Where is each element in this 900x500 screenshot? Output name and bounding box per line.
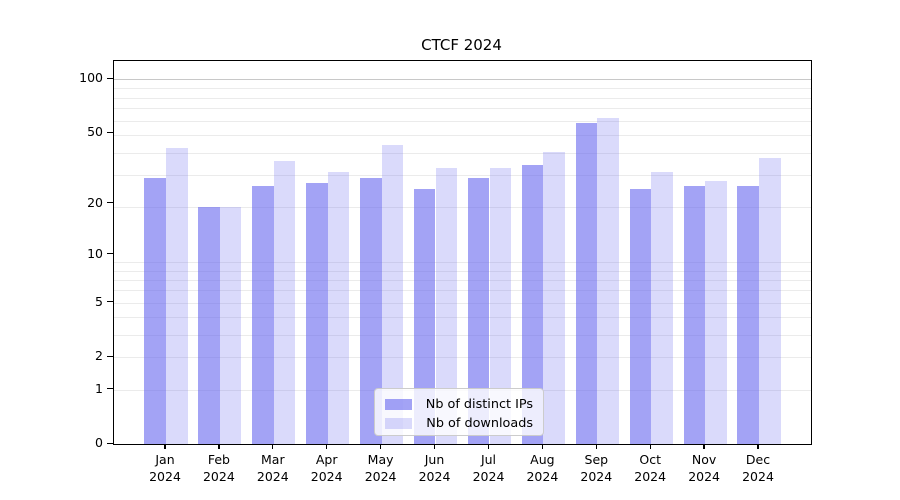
- gridline-major: [114, 79, 811, 81]
- legend-label-distinct-ips: Nb of distinct IPs: [425, 396, 533, 412]
- y-tick-mark: [107, 201, 113, 204]
- legend-label-downloads: Nb of downloads: [426, 415, 533, 431]
- y-tick-mark: [107, 300, 113, 303]
- x-tick-mark: [379, 444, 382, 450]
- bar-downloads-jan: [166, 148, 188, 444]
- plot-area: Nb of distinct IPs Nb of downloads: [113, 60, 812, 445]
- y-tick-mark: [107, 387, 113, 390]
- y-tick-label: 10: [87, 245, 103, 261]
- bar-distinct-ips-mar: [252, 186, 274, 444]
- bar-downloads-apr: [327, 172, 350, 444]
- x-tick-label-may: May 2024: [364, 452, 397, 485]
- x-tick-label-mar: Mar 2024: [256, 452, 289, 485]
- bar-distinct-ips-may: [360, 177, 382, 444]
- bar-distinct-ips-sep: [575, 122, 598, 444]
- bar-downloads-jul: [489, 167, 512, 444]
- x-tick-mark: [487, 444, 490, 450]
- gridline-minor: [114, 357, 811, 359]
- gridline-minor: [114, 108, 811, 110]
- bar-distinct-ips-oct: [629, 189, 652, 444]
- y-tick-label: 2: [95, 348, 103, 364]
- x-tick-label-jul: Jul 2024: [472, 452, 505, 485]
- legend-row-distinct-ips: Nb of distinct IPs: [385, 396, 533, 413]
- x-tick-mark: [541, 444, 544, 450]
- x-tick-label-dec: Dec 2024: [742, 452, 774, 485]
- gridline-minor: [114, 175, 811, 177]
- bar-downloads-mar: [273, 160, 296, 444]
- bar-distinct-ips-feb: [198, 207, 220, 444]
- gridline-minor: [114, 279, 811, 281]
- gridline-minor: [114, 88, 811, 90]
- gridline-minor: [114, 120, 811, 122]
- gridline-minor: [114, 207, 811, 209]
- y-tick-mark: [107, 131, 113, 133]
- gridline-minor: [114, 134, 811, 136]
- x-tick-label-sep: Sep 2024: [580, 452, 613, 485]
- y-tick-label: 20: [87, 194, 103, 210]
- bar-downloads-dec: [759, 158, 781, 444]
- x-tick-label-aug: Aug 2024: [526, 452, 559, 485]
- legend: Nb of distinct IPs Nb of downloads: [374, 388, 544, 436]
- x-tick-mark: [703, 444, 705, 450]
- x-tick-mark: [164, 444, 166, 450]
- gridline-minor: [114, 262, 811, 264]
- x-tick-mark: [433, 444, 436, 450]
- x-tick-mark: [757, 444, 759, 450]
- x-tick-label-oct: Oct 2024: [634, 452, 667, 485]
- gridline-minor: [114, 302, 811, 304]
- x-tick-mark: [218, 444, 220, 450]
- bar-distinct-ips-jul: [467, 177, 490, 444]
- gridline-minor: [114, 97, 811, 99]
- bar-downloads-aug: [543, 152, 565, 444]
- y-tick-label: 50: [87, 124, 103, 140]
- x-tick-mark: [595, 444, 597, 450]
- gridline-minor: [114, 290, 811, 292]
- gridline-minor: [114, 334, 811, 336]
- gridline-minor: [114, 152, 811, 154]
- bar-downloads-nov: [705, 180, 727, 444]
- y-tick-mark: [107, 442, 113, 444]
- x-tick-mark: [272, 444, 274, 450]
- bar-downloads-sep: [597, 117, 619, 444]
- y-tick-mark: [107, 253, 113, 255]
- gridline-minor: [114, 270, 811, 272]
- bar-distinct-ips-apr: [306, 183, 328, 444]
- bar-distinct-ips-jan: [144, 177, 166, 444]
- y-tick-mark: [107, 77, 113, 79]
- x-tick-label-feb: Feb 2024: [202, 452, 235, 485]
- legend-swatch-downloads: [385, 418, 412, 429]
- x-tick-label-apr: Apr 2024: [310, 452, 343, 485]
- bar-downloads-oct: [651, 172, 673, 444]
- x-tick-mark: [649, 444, 651, 450]
- x-tick-mark: [326, 444, 328, 450]
- x-tick-label-nov: Nov 2024: [688, 452, 720, 485]
- gridline-minor: [114, 317, 811, 318]
- bar-downloads-may: [381, 144, 404, 444]
- y-tick-label: 5: [95, 293, 103, 309]
- x-tick-label-jan: Jan 2024: [149, 452, 181, 485]
- y-tick-mark: [107, 355, 113, 358]
- bar-downloads-jun: [435, 167, 458, 444]
- bar-distinct-ips-dec: [737, 186, 759, 444]
- bar-distinct-ips-aug: [521, 165, 544, 444]
- bar-distinct-ips-nov: [683, 186, 706, 444]
- legend-swatch-distinct-ips: [385, 399, 412, 410]
- y-tick-label: 0: [95, 435, 103, 451]
- chart-title: CTCF 2024: [421, 36, 502, 54]
- x-tick-label-jun: Jun 2024: [418, 452, 451, 485]
- y-tick-label: 100: [79, 70, 103, 86]
- bar-distinct-ips-jun: [413, 189, 436, 444]
- legend-row-downloads: Nb of downloads: [385, 415, 533, 432]
- bar-downloads-feb: [219, 207, 242, 444]
- y-tick-label: 1: [95, 380, 103, 396]
